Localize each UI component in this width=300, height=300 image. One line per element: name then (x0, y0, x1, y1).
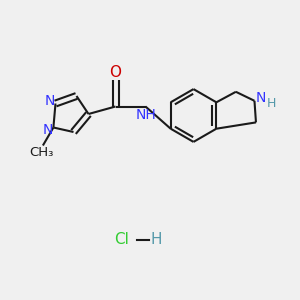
Text: H: H (267, 97, 277, 110)
Text: O: O (110, 65, 122, 80)
Text: NH: NH (136, 108, 157, 122)
Text: N: N (256, 91, 266, 105)
Text: N: N (45, 94, 55, 108)
Text: H: H (151, 232, 162, 247)
Text: Cl: Cl (114, 232, 129, 247)
Text: N: N (43, 123, 53, 137)
Text: CH₃: CH₃ (29, 146, 54, 160)
